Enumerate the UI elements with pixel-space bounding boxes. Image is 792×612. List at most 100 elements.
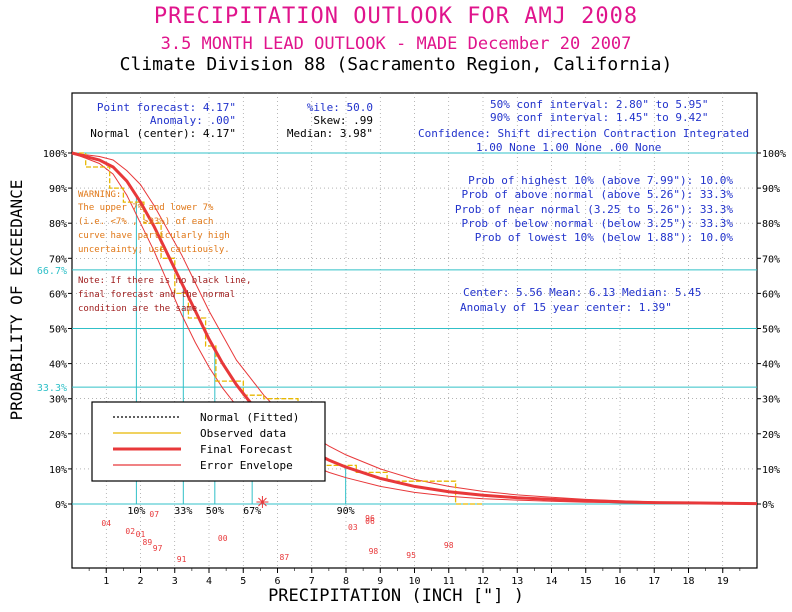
y-tick-label-right: 100% [762,149,786,160]
x-tick-label: 4 [206,576,212,587]
y-tick-label-left: 70% [49,254,67,265]
year-point: 04 [101,519,111,528]
skew: Skew: .99 [313,114,373,127]
warning-line: curve have particularly high [78,231,230,241]
climate-division: Climate Division 88 (Sacramento Region, … [119,54,673,75]
year-point: 01 [136,530,146,539]
year-point: 95 [406,551,416,560]
y-tick-label-right: 50% [762,325,780,336]
year-point: 03 [348,523,358,532]
y-tick-label-left: 50% [49,325,67,336]
x-tick-label: 8 [343,576,349,587]
y-tick-label-right: 30% [762,395,780,406]
x-tick-label: 2 [137,576,143,587]
year-point: 96 [365,514,375,523]
y-tick-label-left: 60% [49,289,67,300]
quantile-label: 67% [243,506,261,517]
probability-line: Prob of highest 10% (above 7.99"): 10.0% [468,174,733,187]
y-tick-label-right: 20% [762,430,780,441]
y-tick-label-right: 80% [762,219,780,230]
y-tick-label-left: 20% [49,430,67,441]
y-tick-label-right: 10% [762,465,780,476]
special-level-label: 33.3% [37,383,67,394]
y-tick-label-left: 10% [49,465,67,476]
warning-line: The upper 7% and lower 7% [78,203,214,213]
x-tick-label: 1 [103,576,109,587]
x-tick-label: 19 [717,576,729,587]
legend-label: Final Forecast [200,443,293,456]
year-point: 89 [143,538,153,547]
x-axis-label: PRECIPITATION (INCH ["] ) [268,586,524,606]
y-tick-label-right: 90% [762,184,780,195]
year-point: 00 [218,534,228,543]
special-level-label: 66.7% [37,266,67,277]
x-tick-label: 16 [614,576,626,587]
normal-center: Normal (center): 4.17" [90,127,236,140]
year-point: 98 [444,541,454,550]
year-point: 02 [125,527,135,536]
warning-line: (i.e. <7% , >93%) of each [78,217,213,227]
anomaly-value: Anomaly: .00" [150,114,236,127]
year-point: 06 [365,517,375,526]
y-tick-label-left: 30% [49,395,67,406]
x-tick-label: 18 [682,576,694,587]
x-tick-label: 13 [511,576,523,587]
confidence-values: 1.00 None 1.00 None .00 None [476,141,661,154]
year-point: 97 [153,544,163,553]
x-tick-label: 17 [648,576,660,587]
quantile-label: 10% [127,506,145,517]
x-tick-label: 7 [309,576,315,587]
chart-subtitle: 3.5 MONTH LEAD OUTLOOK - MADE December 2… [160,34,632,54]
year-point: 91 [177,555,187,564]
quantile-label: 50% [206,506,224,517]
note-line: Note: If there is no black line, [78,276,251,286]
percentile: %ile: 50.0 [307,101,373,114]
legend-label: Error Envelope [200,459,293,472]
plot-frame [71,92,758,569]
y-tick-label-left: 0% [55,500,67,511]
y-tick-label-left: 80% [49,219,67,230]
confidence-header: Confidence: Shift direction Contraction … [418,127,749,140]
legend-label: Observed data [200,427,286,440]
quantile-label: 33% [174,506,192,517]
probability-line: Prob of below normal (below 3.25"): 33.3… [461,217,733,230]
y-tick-label-right: 0% [762,500,774,511]
year-point: 07 [149,510,159,519]
center-mean-median: Center: 5.56 Mean: 6.13 Median: 5.45 [463,286,701,299]
y-tick-label-right: 40% [762,360,780,371]
x-tick-label: 5 [240,576,246,587]
legend-box [91,401,326,482]
conf-interval-50: 50% conf interval: 2.80" to 5.95" [490,98,709,111]
probability-line: Prob of lowest 10% (below 1.88"): 10.0% [475,231,734,244]
chart-title: PRECIPITATION OUTLOOK FOR AMJ 2008 [153,4,639,29]
y-tick-label-right: 70% [762,254,780,265]
year-point: 98 [369,547,379,556]
probability-line: Prob of above normal (above 5.26"): 33.3… [461,188,733,201]
x-tick-label: 15 [580,576,592,587]
point-forecast: Point forecast: 4.17" [97,101,236,114]
x-tick-label: 12 [477,576,489,587]
x-tick-label: 3 [172,576,178,587]
legend: Normal (Fitted) Observed data Final Foreca… [91,401,326,482]
x-tick-label: 10 [408,576,420,587]
y-axis-label: PROBABILITY OF EXCEEDANCE [7,180,26,421]
y-tick-label-right: 60% [762,289,780,300]
y-tick-label-left: 100% [43,149,67,160]
probability-line: Prob of near normal (3.25 to 5.26"): 33.… [455,203,734,216]
x-tick-label: 9 [377,576,383,587]
x-tick-label: 14 [545,576,557,587]
note-line: final forecast and the normal [78,290,235,300]
x-tick-label: 6 [274,576,280,587]
x-tick-label: 11 [443,576,455,587]
legend-label: Normal (Fitted) [200,411,299,424]
conf-interval-90: 90% conf interval: 1.45" to 9.42" [490,111,709,124]
note-line: condition are the same. [78,304,203,314]
warning-line: WARNING: [78,190,121,200]
anomaly-15yr: Anomaly of 15 year center: 1.39" [460,301,672,314]
y-tick-label-left: 90% [49,184,67,195]
center-marker [256,496,269,508]
warning-line: uncertainty; use cautiously. [78,245,230,255]
y-tick-label-left: 40% [49,360,67,371]
year-point: 87 [280,553,290,562]
